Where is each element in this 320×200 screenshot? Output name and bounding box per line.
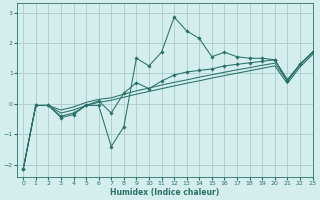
X-axis label: Humidex (Indice chaleur): Humidex (Indice chaleur) (110, 188, 219, 197)
